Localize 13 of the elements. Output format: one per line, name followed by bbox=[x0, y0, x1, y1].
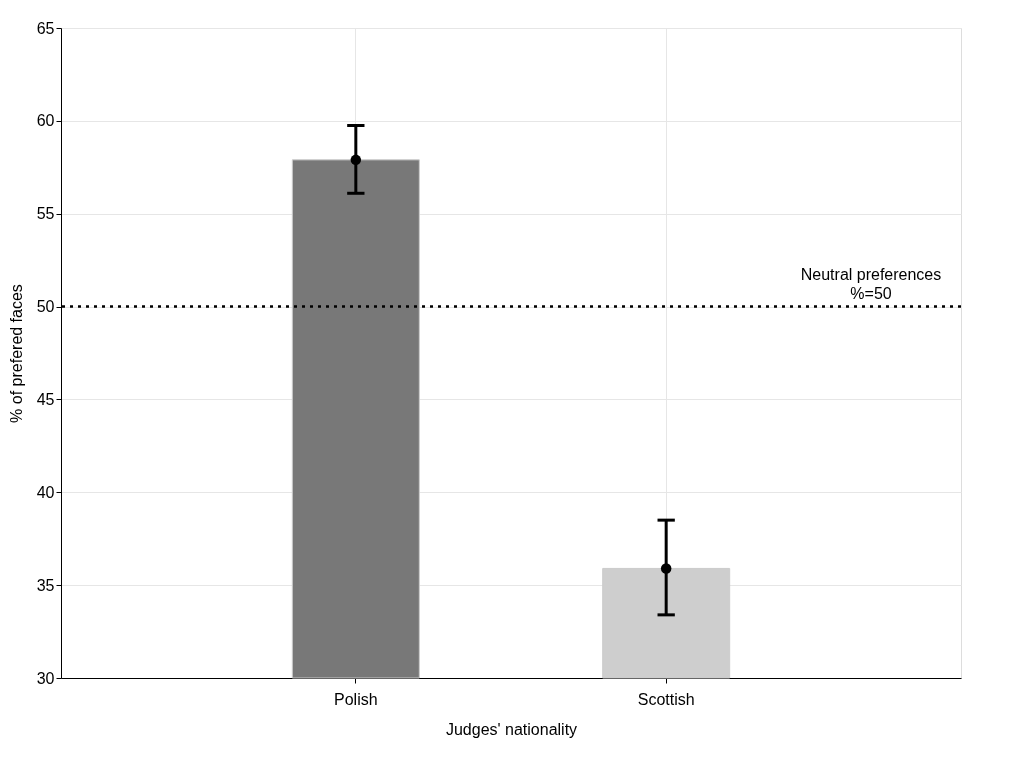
x-axis-title: Judges' nationality bbox=[445, 720, 578, 738]
y-tick-label: 55 bbox=[36, 205, 55, 223]
y-tick-label: 50 bbox=[36, 298, 55, 316]
x-tick-label: Scottish bbox=[637, 690, 695, 708]
y-tick-label: 35 bbox=[36, 576, 55, 594]
y-tick-label: 60 bbox=[36, 112, 55, 130]
y-axis-title: % of prefered faces bbox=[7, 284, 25, 423]
x-tick-label: Polish bbox=[334, 690, 378, 708]
y-tick-label: 40 bbox=[36, 483, 55, 501]
ref-line-label: Neutral preferences %=50 bbox=[800, 265, 942, 302]
y-tick-label: 65 bbox=[36, 19, 55, 37]
y-tick-label: 45 bbox=[36, 390, 55, 408]
y-tick-label: 30 bbox=[36, 669, 55, 687]
